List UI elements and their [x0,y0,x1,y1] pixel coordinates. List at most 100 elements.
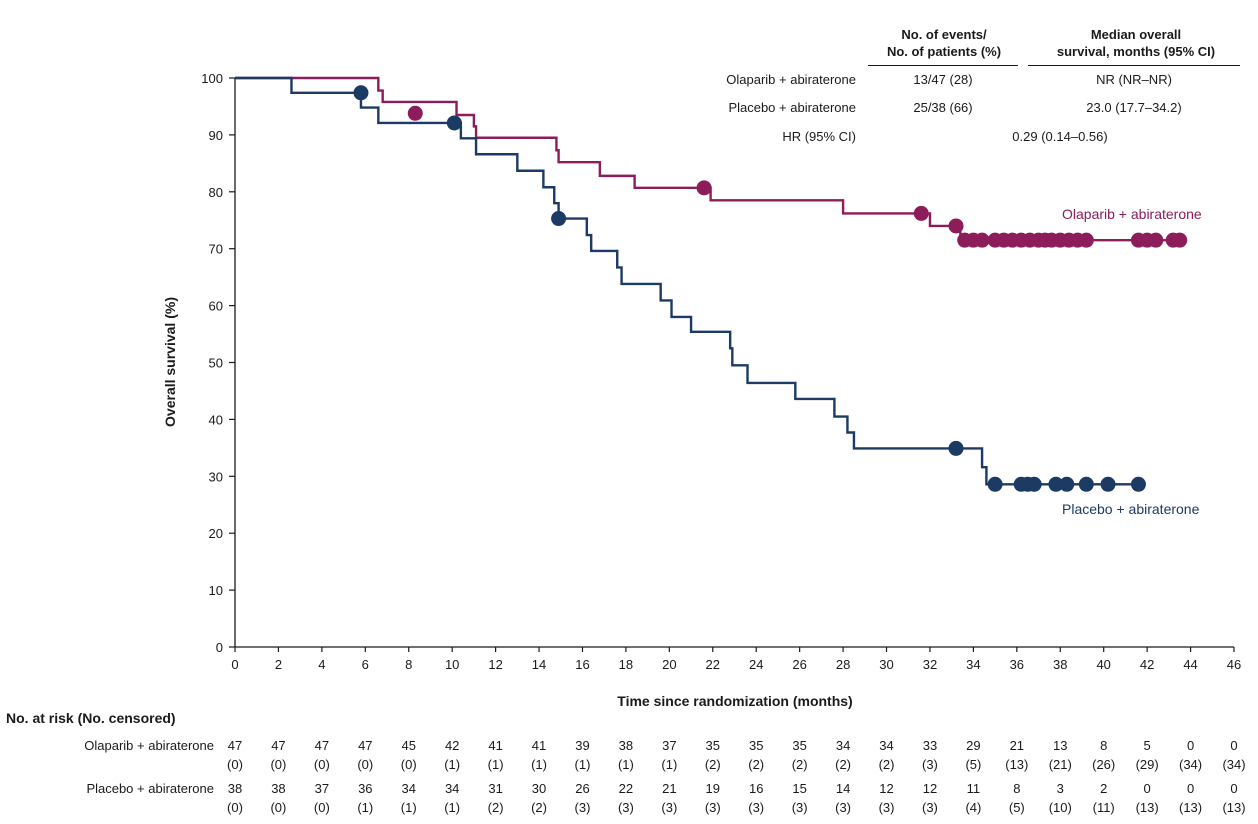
risk-censored-cell: (13) [1222,800,1246,815]
risk-at-risk-cell: 26 [575,781,590,796]
risk-censored-cell: (1) [487,757,504,772]
y-tick-label: 90 [209,128,223,143]
risk-at-risk-cell: 38 [271,781,286,796]
placebo-censor-mark [1026,476,1042,492]
risk-censored-cell: (3) [704,800,721,815]
summary-row-label: Olaparib + abiraterone [726,72,856,87]
olaparib-censor-mark [1172,232,1188,248]
risk-censored-cell: (3) [617,800,634,815]
risk-censored-cell: (34) [1179,757,1203,772]
risk-at-risk-cell: 2 [1100,781,1108,796]
placebo-censor-mark [1059,476,1075,492]
risk-censored-cell: (1) [574,757,591,772]
olaparib-censor-mark [974,232,990,248]
x-axis-title: Time since randomization (months) [617,693,852,709]
risk-censored-cell: (1) [444,757,461,772]
risk-censored-cell: (0) [313,800,330,815]
risk-censored-cell: (0) [357,757,374,772]
x-tick-label: 14 [532,657,546,672]
median-header-rule [1028,65,1240,66]
risk-censored-cell: (5) [965,757,982,772]
olaparib-censor-mark [1078,232,1094,248]
x-tick-label: 6 [362,657,369,672]
risk-at-risk-cell: 0 [1230,738,1238,753]
x-tick-label: 16 [575,657,589,672]
risk-censored-cell: (0) [313,757,330,772]
risk-censored-cell: (11) [1092,800,1115,815]
x-tick-label: 22 [706,657,720,672]
risk-censored-cell: (2) [878,757,895,772]
x-tick-label: 20 [662,657,676,672]
risk-at-risk-cell: 31 [488,781,503,796]
placebo-censor-mark [1100,476,1116,492]
placebo-censor-mark [987,476,1003,492]
x-tick-label: 0 [231,657,238,672]
risk-at-risk-cell: 41 [531,738,547,753]
olaparib-censor-mark [696,180,712,196]
risk-censored-cell: (3) [748,800,765,815]
y-tick-label: 40 [209,412,223,427]
risk-at-risk-cell: 34 [879,738,894,753]
y-tick-label: 30 [209,469,223,484]
risk-censored-cell: (1) [400,800,417,815]
x-tick-label: 2 [275,657,282,672]
risk-censored-cell: (29) [1135,757,1159,772]
risk-at-risk-cell: 19 [705,781,721,796]
risk-at-risk-cell: 13 [1053,738,1068,753]
x-tick-label: 24 [749,657,763,672]
events-header-line1: No. of events/ [901,27,987,42]
risk-censored-cell: (3) [878,800,895,815]
risk-at-risk-cell: 42 [444,738,460,753]
risk-at-risk-cell: 37 [314,781,330,796]
x-tick-label: 36 [1010,657,1024,672]
olaparib-series-label: Olaparib + abiraterone [1062,206,1202,222]
risk-at-risk-cell: 35 [748,738,764,753]
risk-at-risk-cell: 14 [835,781,851,796]
x-tick-label: 28 [836,657,850,672]
risk-at-risk-cell: 47 [227,738,243,753]
risk-censored-cell: (1) [617,757,634,772]
olaparib-survival-curve [235,76,1180,242]
y-tick-label: 10 [209,583,223,598]
x-tick-label: 4 [318,657,325,672]
events-header: No. of events/ No. of patients (%) [860,26,1028,60]
placebo-censor-mark [1078,476,1094,492]
summary-row-events: 13/47 (28) [913,72,973,87]
risk-at-risk-cell: 35 [792,738,807,753]
risk-at-risk-cell: 0 [1143,781,1151,796]
y-tick-label: 80 [209,185,223,200]
risk-at-risk-cell: 21 [1009,738,1025,753]
risk-censored-cell: (2) [835,757,852,772]
events-header-rule [868,65,1018,66]
x-tick-label: 10 [445,657,459,672]
risk-censored-cell: (26) [1092,757,1116,772]
y-tick-label: 100 [201,71,223,86]
placebo-censor-mark [353,85,369,101]
risk-censored-cell: (3) [922,800,938,815]
placebo-censor-mark [446,115,462,131]
risk-at-risk-cell: 47 [358,738,373,753]
hr-value: 0.29 (0.14–0.56) [1012,129,1108,144]
y-tick-label: 0 [216,640,223,655]
y-axis-title: Overall survival (%) [162,297,178,427]
x-tick-label: 32 [923,657,937,672]
risk-censored-cell: (13) [1135,800,1159,815]
x-tick-label: 44 [1183,657,1197,672]
x-tick-label: 30 [879,657,893,672]
placebo-censor-mark [948,440,964,456]
risk-at-risk-cell: 36 [358,781,373,796]
risk-at-risk-cell: 16 [748,781,764,796]
placebo-censor-mark [1048,476,1064,492]
risk-censored-cell: (2) [704,757,721,772]
risk-censored-cell: (3) [922,757,938,772]
risk-censored-cell: (13) [1179,800,1203,815]
risk-censored-cell: (2) [487,800,504,815]
risk-censored-cell: (21) [1048,757,1072,772]
y-tick-label: 20 [209,526,223,541]
risk-at-risk-cell: 45 [401,738,416,753]
risk-at-risk-cell: 8 [1013,781,1021,796]
risk-censored-cell: (0) [400,757,417,772]
risk-censored-cell: (5) [1008,800,1025,815]
risk-at-risk-cell: 11 [966,781,981,796]
